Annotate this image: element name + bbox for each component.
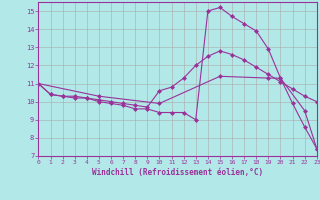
- X-axis label: Windchill (Refroidissement éolien,°C): Windchill (Refroidissement éolien,°C): [92, 168, 263, 177]
